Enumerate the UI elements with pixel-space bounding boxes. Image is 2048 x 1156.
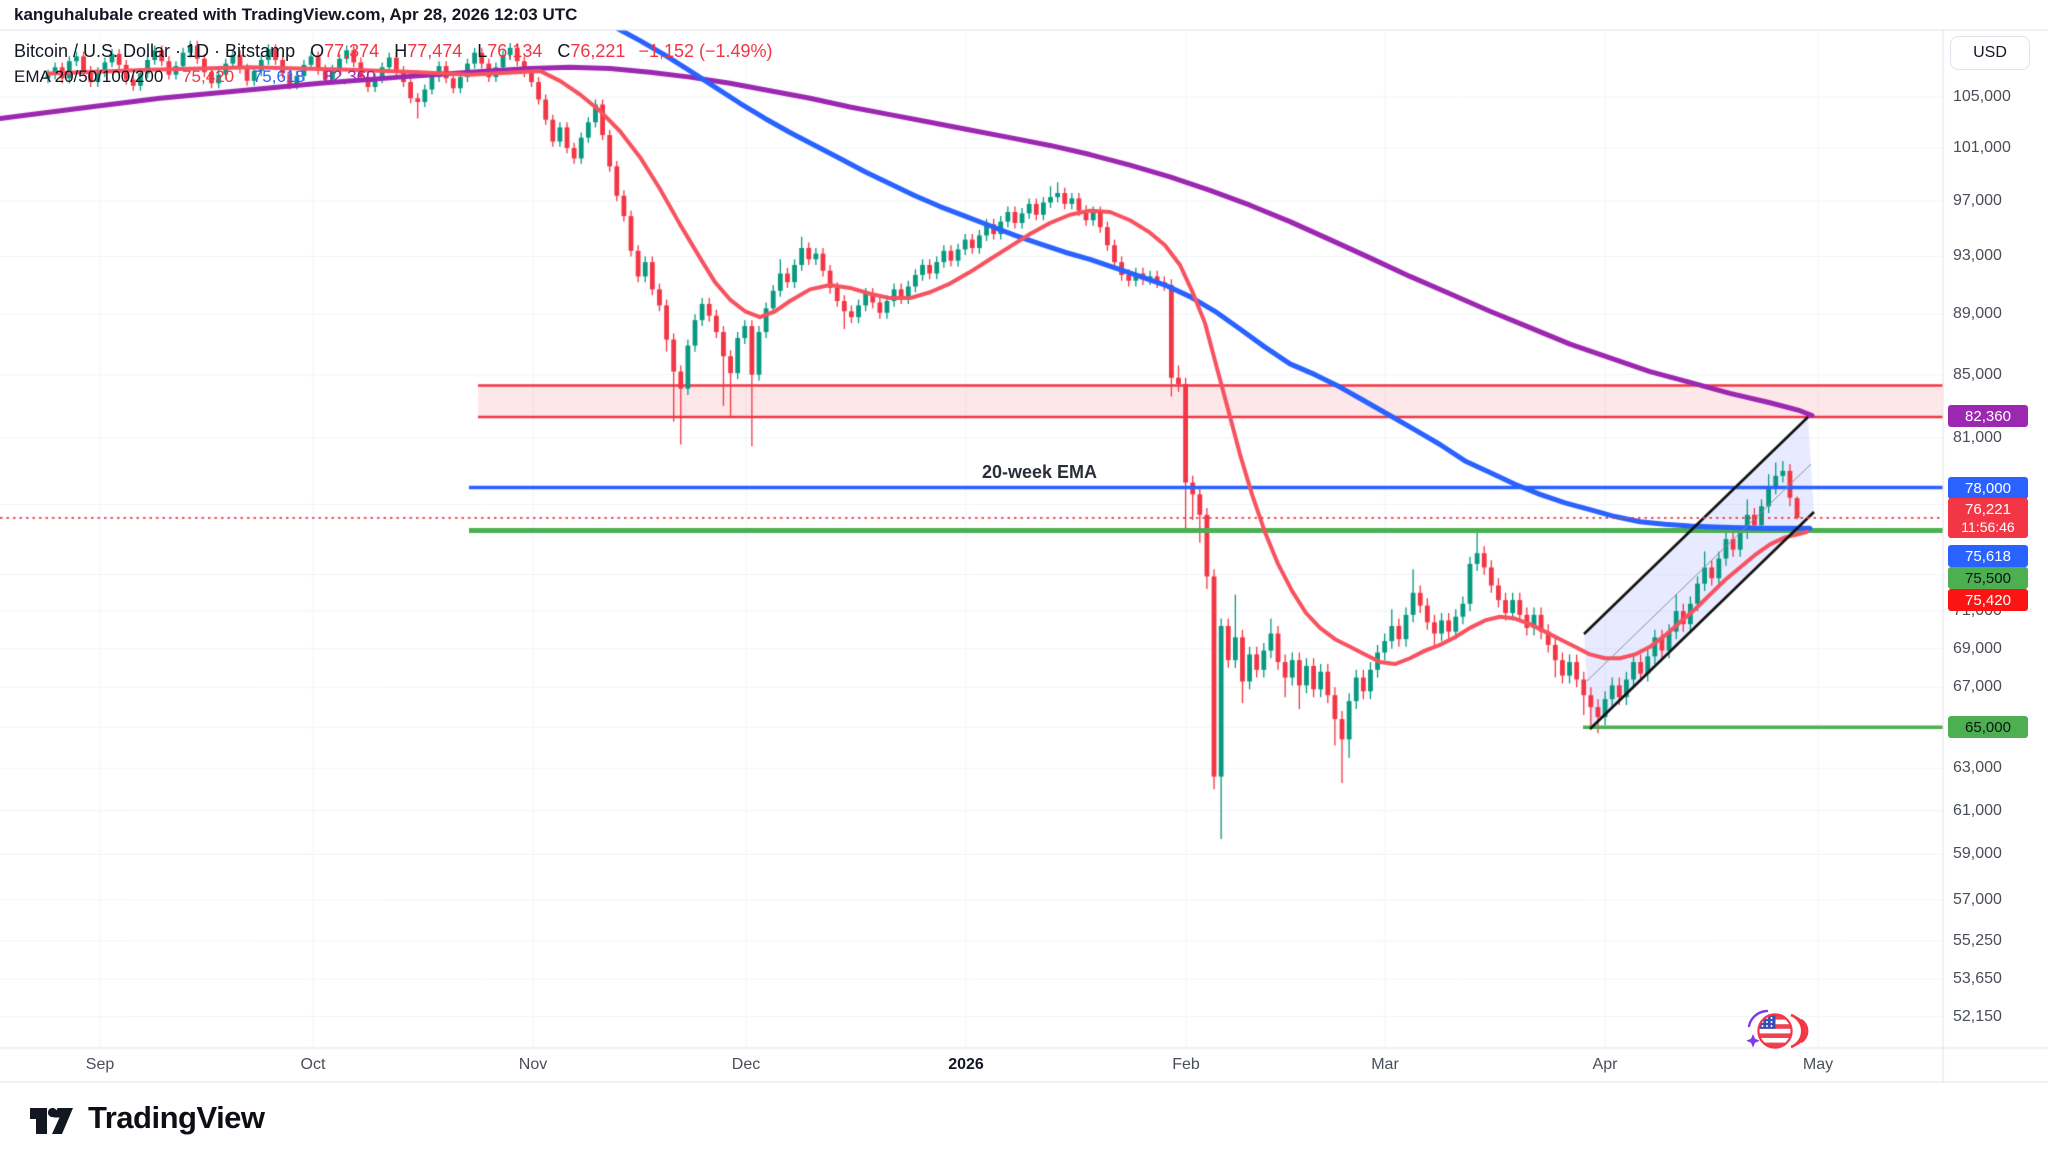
tradingview-logo-icon [30, 1107, 73, 1134]
price-tick-label: 81,000 [1953, 428, 2002, 446]
ema20-value: 75,420 [182, 67, 235, 86]
price-tick-label: 101,000 [1953, 139, 2011, 157]
price-tick-label: 63,000 [1953, 759, 2002, 777]
price-tick-label: 55,250 [1953, 931, 2002, 949]
price-tick-label: 53,650 [1953, 970, 2002, 988]
low-value: 76,134 [487, 41, 543, 61]
price-badge-82360: 82,360 [1948, 405, 2028, 427]
ema200-value: 82,360 [323, 67, 376, 86]
time-tick-label-Mar: Mar [1371, 1056, 1399, 1073]
price-badge-65000: 65,000 [1948, 716, 2028, 738]
price-tick-label: 69,000 [1953, 639, 2002, 657]
price-badge-75420: 75,420 [1948, 589, 2028, 611]
time-tick-label-Feb: Feb [1172, 1056, 1200, 1073]
price-tick-label: 61,000 [1953, 801, 2002, 819]
high-label: H [394, 41, 408, 61]
price-badge-75618: 75,618 [1948, 545, 2028, 567]
time-tick-label-2026: 2026 [948, 1056, 984, 1073]
time-tick-label-Apr: Apr [1592, 1056, 1618, 1073]
time-tick-label-Dec: Dec [731, 1056, 761, 1073]
close-label: C [557, 41, 571, 61]
high-value: 77,474 [407, 41, 463, 61]
price-tick-label: 59,000 [1953, 845, 2002, 863]
ema100-value: 75,618 [252, 67, 305, 86]
ema20w-annotation-label[interactable]: 20-week EMA [982, 462, 1098, 482]
symbol-title: Bitcoin / U.S. Dollar · 1D · Bitstamp [14, 41, 296, 61]
countdown-timer: 11:56:46 [1961, 519, 2015, 535]
low-label: L [477, 41, 488, 61]
price-tick-label: 105,000 [1953, 88, 2011, 105]
open-label: O [310, 41, 325, 61]
price-tick-label: 97,000 [1953, 192, 2002, 210]
time-tick-label-Oct: Oct [300, 1056, 326, 1073]
price-badge-78000: 78,000 [1948, 477, 2028, 499]
change-value: −1,152 (−1.49%) [638, 41, 773, 61]
time-tick-label-Nov: Nov [518, 1056, 548, 1073]
purple-arc-icon [1747, 1009, 1769, 1028]
ema-indicator-label: EMA 20/50/100/200 [14, 67, 164, 86]
currency-unit-button[interactable]: USD [1950, 36, 2030, 70]
attribution-text: kanguhalubale created with TradingView.c… [14, 5, 578, 24]
tradingview-brand-text: TradingView [88, 1100, 265, 1135]
price-tick-label: 89,000 [1953, 305, 2002, 323]
price-tick-label: 85,000 [1953, 365, 2002, 383]
sparkle-icon [1746, 1034, 1760, 1048]
time-tick-label-Sep: Sep [85, 1056, 115, 1073]
symbol-legend[interactable]: Bitcoin / U.S. Dollar · 1D · Bitstamp O7… [14, 41, 773, 62]
us-flag-sticker[interactable] [1744, 1006, 1810, 1061]
time-tick-label-May: May [1802, 1056, 1834, 1073]
price-badge-76221: 76,221 11:56:46 [1948, 498, 2028, 538]
tradingview-footer[interactable]: TradingView [28, 1098, 265, 1138]
price-tick-label: 52,150 [1953, 1007, 2002, 1025]
price-tick-label: 93,000 [1953, 247, 2002, 265]
open-value: 77,374 [324, 41, 380, 61]
price-badge-75500: 75,500 [1948, 567, 2028, 589]
currency-unit-label: USD [1973, 44, 2007, 61]
ema-indicator-legend[interactable]: EMA 20/50/100/200 75,420 75,618 82,360 [14, 67, 376, 87]
red-echo-arcs-icon [1790, 1013, 1809, 1049]
close-value: 76,221 [570, 41, 626, 61]
price-tick-label: 57,000 [1953, 890, 2002, 908]
flag-icon [1757, 1013, 1793, 1049]
price-tick-label: 67,000 [1953, 678, 2002, 696]
